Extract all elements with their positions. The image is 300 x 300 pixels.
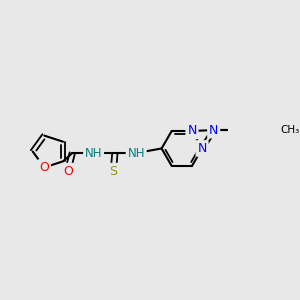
- Text: N: N: [197, 142, 207, 155]
- Text: NH: NH: [128, 146, 145, 160]
- Text: S: S: [110, 165, 117, 178]
- Text: N: N: [187, 124, 196, 137]
- Text: NH: NH: [85, 146, 102, 160]
- Text: O: O: [63, 165, 73, 178]
- Text: O: O: [39, 161, 49, 174]
- Text: CH₃: CH₃: [281, 125, 300, 135]
- Text: N: N: [209, 124, 218, 136]
